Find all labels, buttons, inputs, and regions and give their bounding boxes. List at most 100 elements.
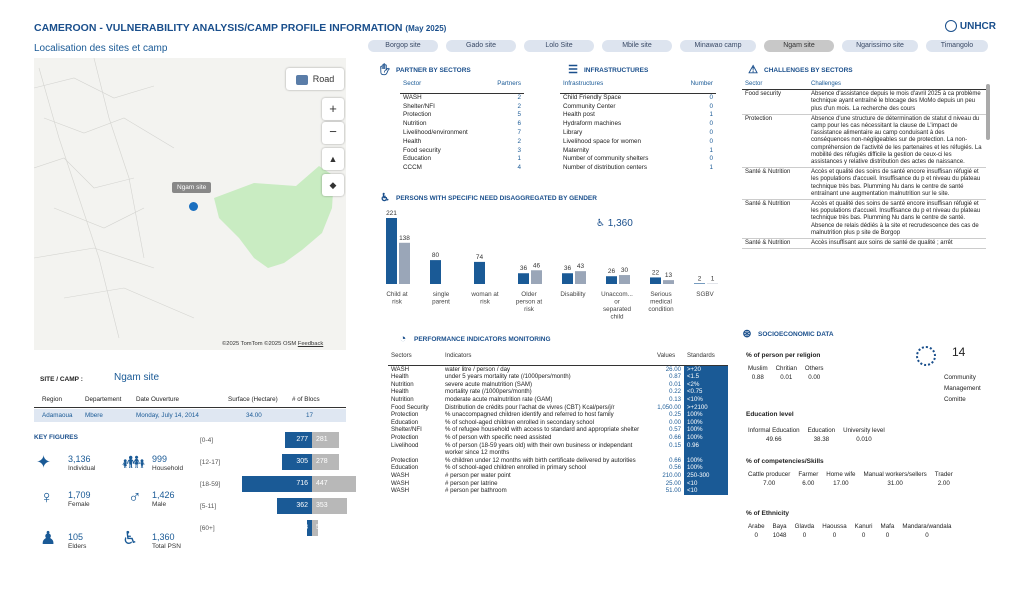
tab-borgop[interactable]: Borgop site bbox=[368, 40, 438, 52]
cell-name: Library bbox=[563, 128, 583, 136]
partners-table[interactable]: Sector Partners WASH 2 Shelter/NFI 2 Protectio… bbox=[400, 80, 528, 176]
site-tabs: Borgop site Gado site Lolo Site Mbile si… bbox=[368, 40, 988, 53]
socio-header-cell: Mandara/wandala bbox=[902, 523, 952, 530]
cell-value: 0 bbox=[709, 155, 713, 163]
cell-value: 0 bbox=[709, 120, 713, 128]
site-map[interactable]: Road + − ▲ ◆ Ngam site ©2025 TomTom ©202… bbox=[34, 58, 346, 350]
compass-button[interactable]: ◆ bbox=[322, 174, 344, 196]
psn-bar bbox=[430, 260, 441, 284]
tab-ngarissimo[interactable]: Ngarissimo site bbox=[842, 40, 918, 52]
household-icon: 👪︎ bbox=[122, 452, 145, 472]
psn-bar bbox=[694, 283, 705, 284]
zoom-out-button[interactable]: − bbox=[322, 122, 344, 144]
table-row: Food security Absence d'assistance depuis… bbox=[742, 89, 986, 115]
table-row: Nutrition moderate acute malnutrition rat… bbox=[388, 395, 728, 404]
pyramid-value-left: 716 bbox=[296, 480, 308, 487]
challenges-scrollbar[interactable] bbox=[986, 84, 990, 140]
unhcr-logo: UNHCR bbox=[944, 20, 996, 32]
psn-bar bbox=[562, 273, 573, 284]
tab-ngam[interactable]: Ngam site bbox=[764, 40, 834, 52]
table-row: Nutrition severe acute malnutrition (SAM)… bbox=[388, 380, 728, 389]
tab-lolo[interactable]: Lolo Site bbox=[524, 40, 594, 52]
cell-value: 1,050.00 bbox=[657, 403, 681, 411]
cell-standard: >+20 bbox=[684, 365, 728, 374]
individual-label: Individual bbox=[68, 465, 96, 472]
cell-value: 0 bbox=[709, 128, 713, 136]
male-label: Male bbox=[152, 501, 167, 508]
psn-bar-label: 36 bbox=[520, 265, 528, 272]
cell-indicator: severe acute malnutrition (SAM) bbox=[445, 380, 533, 388]
map-feedback-link[interactable]: Feedback bbox=[297, 341, 324, 347]
challenges-header: ⚠ CHALLENGES BY SECTORS bbox=[746, 64, 853, 76]
tab-timangolo[interactable]: Timangolo bbox=[926, 40, 988, 52]
table-row: Protection Absence d'une structure de dét… bbox=[742, 114, 986, 169]
cell-value: 2 bbox=[517, 93, 521, 101]
money-icon: ⊛ bbox=[742, 328, 752, 340]
psn-bar-label: 2 bbox=[698, 275, 702, 282]
psn-bar-label: 221 bbox=[386, 210, 397, 217]
cell-value: 0 bbox=[709, 137, 713, 145]
cell-indicator: % of school-aged children enrolled in pr… bbox=[445, 464, 587, 472]
tilt-button[interactable]: ▲ bbox=[322, 148, 344, 170]
cell-value: 7 bbox=[517, 128, 521, 136]
cell-sector: Health bbox=[391, 388, 409, 396]
socio-value-cell: 49.66 bbox=[766, 436, 782, 443]
cell-name: Nutrition bbox=[403, 120, 427, 128]
cell-value: 51.00 bbox=[665, 487, 681, 495]
cell-name: Community Center bbox=[563, 102, 616, 110]
cell-value: 5 bbox=[517, 111, 521, 119]
psn-bar bbox=[386, 218, 397, 284]
psn-bar-label: 80 bbox=[432, 252, 440, 259]
table-row: Health 2 bbox=[400, 138, 524, 147]
psn-bar-label: 43 bbox=[577, 263, 585, 270]
road-icon bbox=[295, 74, 308, 85]
cell-sector: Protection bbox=[391, 411, 419, 419]
socio-header-cell: University level bbox=[843, 427, 885, 434]
cell-standard: <10 bbox=[684, 479, 728, 488]
map-road-button[interactable]: Road bbox=[286, 68, 344, 90]
cell-standard: 100% bbox=[684, 426, 728, 434]
cell-sector: Food security bbox=[742, 89, 808, 115]
tab-minawao[interactable]: Minawao camp bbox=[680, 40, 756, 52]
tab-mbile[interactable]: Mbile site bbox=[602, 40, 672, 52]
table-row: Nutrition 6 bbox=[400, 120, 524, 129]
challenges-table[interactable]: Sector Challenges Food security Absence d'… bbox=[742, 80, 990, 304]
cell-value: 0.15 bbox=[669, 441, 681, 449]
individual-value: 3,136 bbox=[68, 454, 91, 464]
table-row: Food Security Distribution de crédits pou… bbox=[388, 403, 728, 412]
cell-name: WASH bbox=[403, 93, 422, 101]
gauge-icon: ◔ bbox=[399, 333, 407, 345]
cell-value: 0.66 bbox=[669, 456, 681, 464]
table-row: Education % of school-aged children enrol… bbox=[388, 418, 728, 427]
table-row: CCCM 4 bbox=[400, 164, 524, 173]
elders-label: Elders bbox=[68, 543, 87, 550]
socio-header-cell: Cattle producer bbox=[748, 471, 791, 478]
psn-category-label: Disability bbox=[560, 291, 586, 298]
socio-value-cell: 6.00 bbox=[802, 480, 815, 487]
socio-value-cell: 0 bbox=[885, 532, 890, 539]
map-canvas bbox=[34, 58, 334, 339]
table-row: Library 0 bbox=[560, 129, 716, 138]
pyramid-bar-left bbox=[282, 454, 312, 470]
cell-value: 0.00 bbox=[669, 418, 681, 426]
socio-header-cell: Arabe bbox=[748, 523, 765, 530]
table-row: Livelihood space for women 0 bbox=[560, 138, 716, 147]
performance-table[interactable]: Sectors Indicators Values Standards WASH wat… bbox=[388, 352, 728, 552]
cell-sector: Protection bbox=[742, 114, 808, 169]
table-row: WASH # person per bathroom 51.00 <10 bbox=[388, 487, 728, 495]
committee-icon bbox=[916, 346, 936, 366]
pyramid-bar-right bbox=[312, 432, 340, 448]
table-row: WASH # person per water point 210.00 250-30… bbox=[388, 471, 728, 480]
pyramid-bar-left bbox=[242, 476, 312, 492]
tab-gado[interactable]: Gado site bbox=[446, 40, 516, 52]
cell-value: 1 bbox=[709, 111, 713, 119]
pyramid-value-right: 57 bbox=[316, 524, 324, 531]
cell-sector: WASH bbox=[391, 471, 410, 479]
zoom-in-button[interactable]: + bbox=[322, 98, 344, 120]
cell-challenge: Absence d'assistance depuis le mois d'av… bbox=[808, 89, 986, 115]
infrastructures-table[interactable]: Infrastructures Number Child Friendly Spac… bbox=[560, 80, 720, 176]
socio-value-cell: 0 bbox=[754, 532, 758, 539]
map-marker-icon[interactable] bbox=[189, 202, 198, 211]
cell-indicator: % children under 12 months with birth ce… bbox=[445, 456, 636, 464]
table-row: Hydraform machines 0 bbox=[560, 120, 716, 129]
